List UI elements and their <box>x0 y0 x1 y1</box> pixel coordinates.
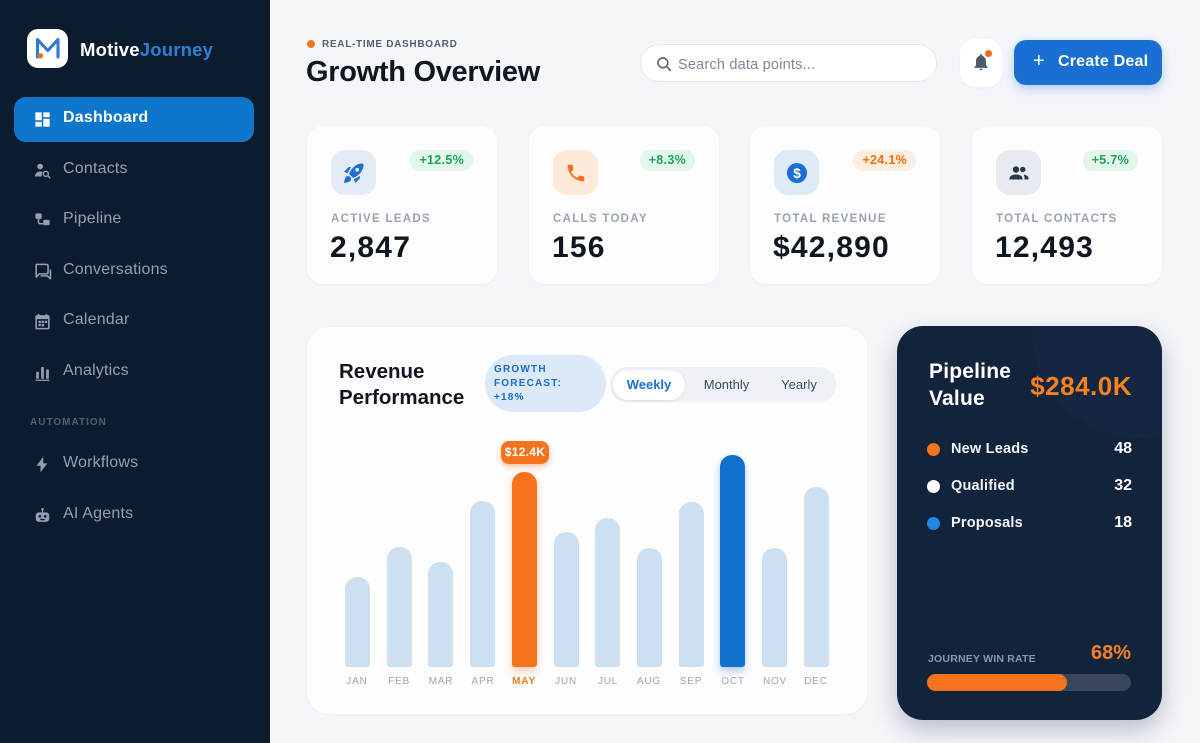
svg-text:$: $ <box>793 165 801 181</box>
